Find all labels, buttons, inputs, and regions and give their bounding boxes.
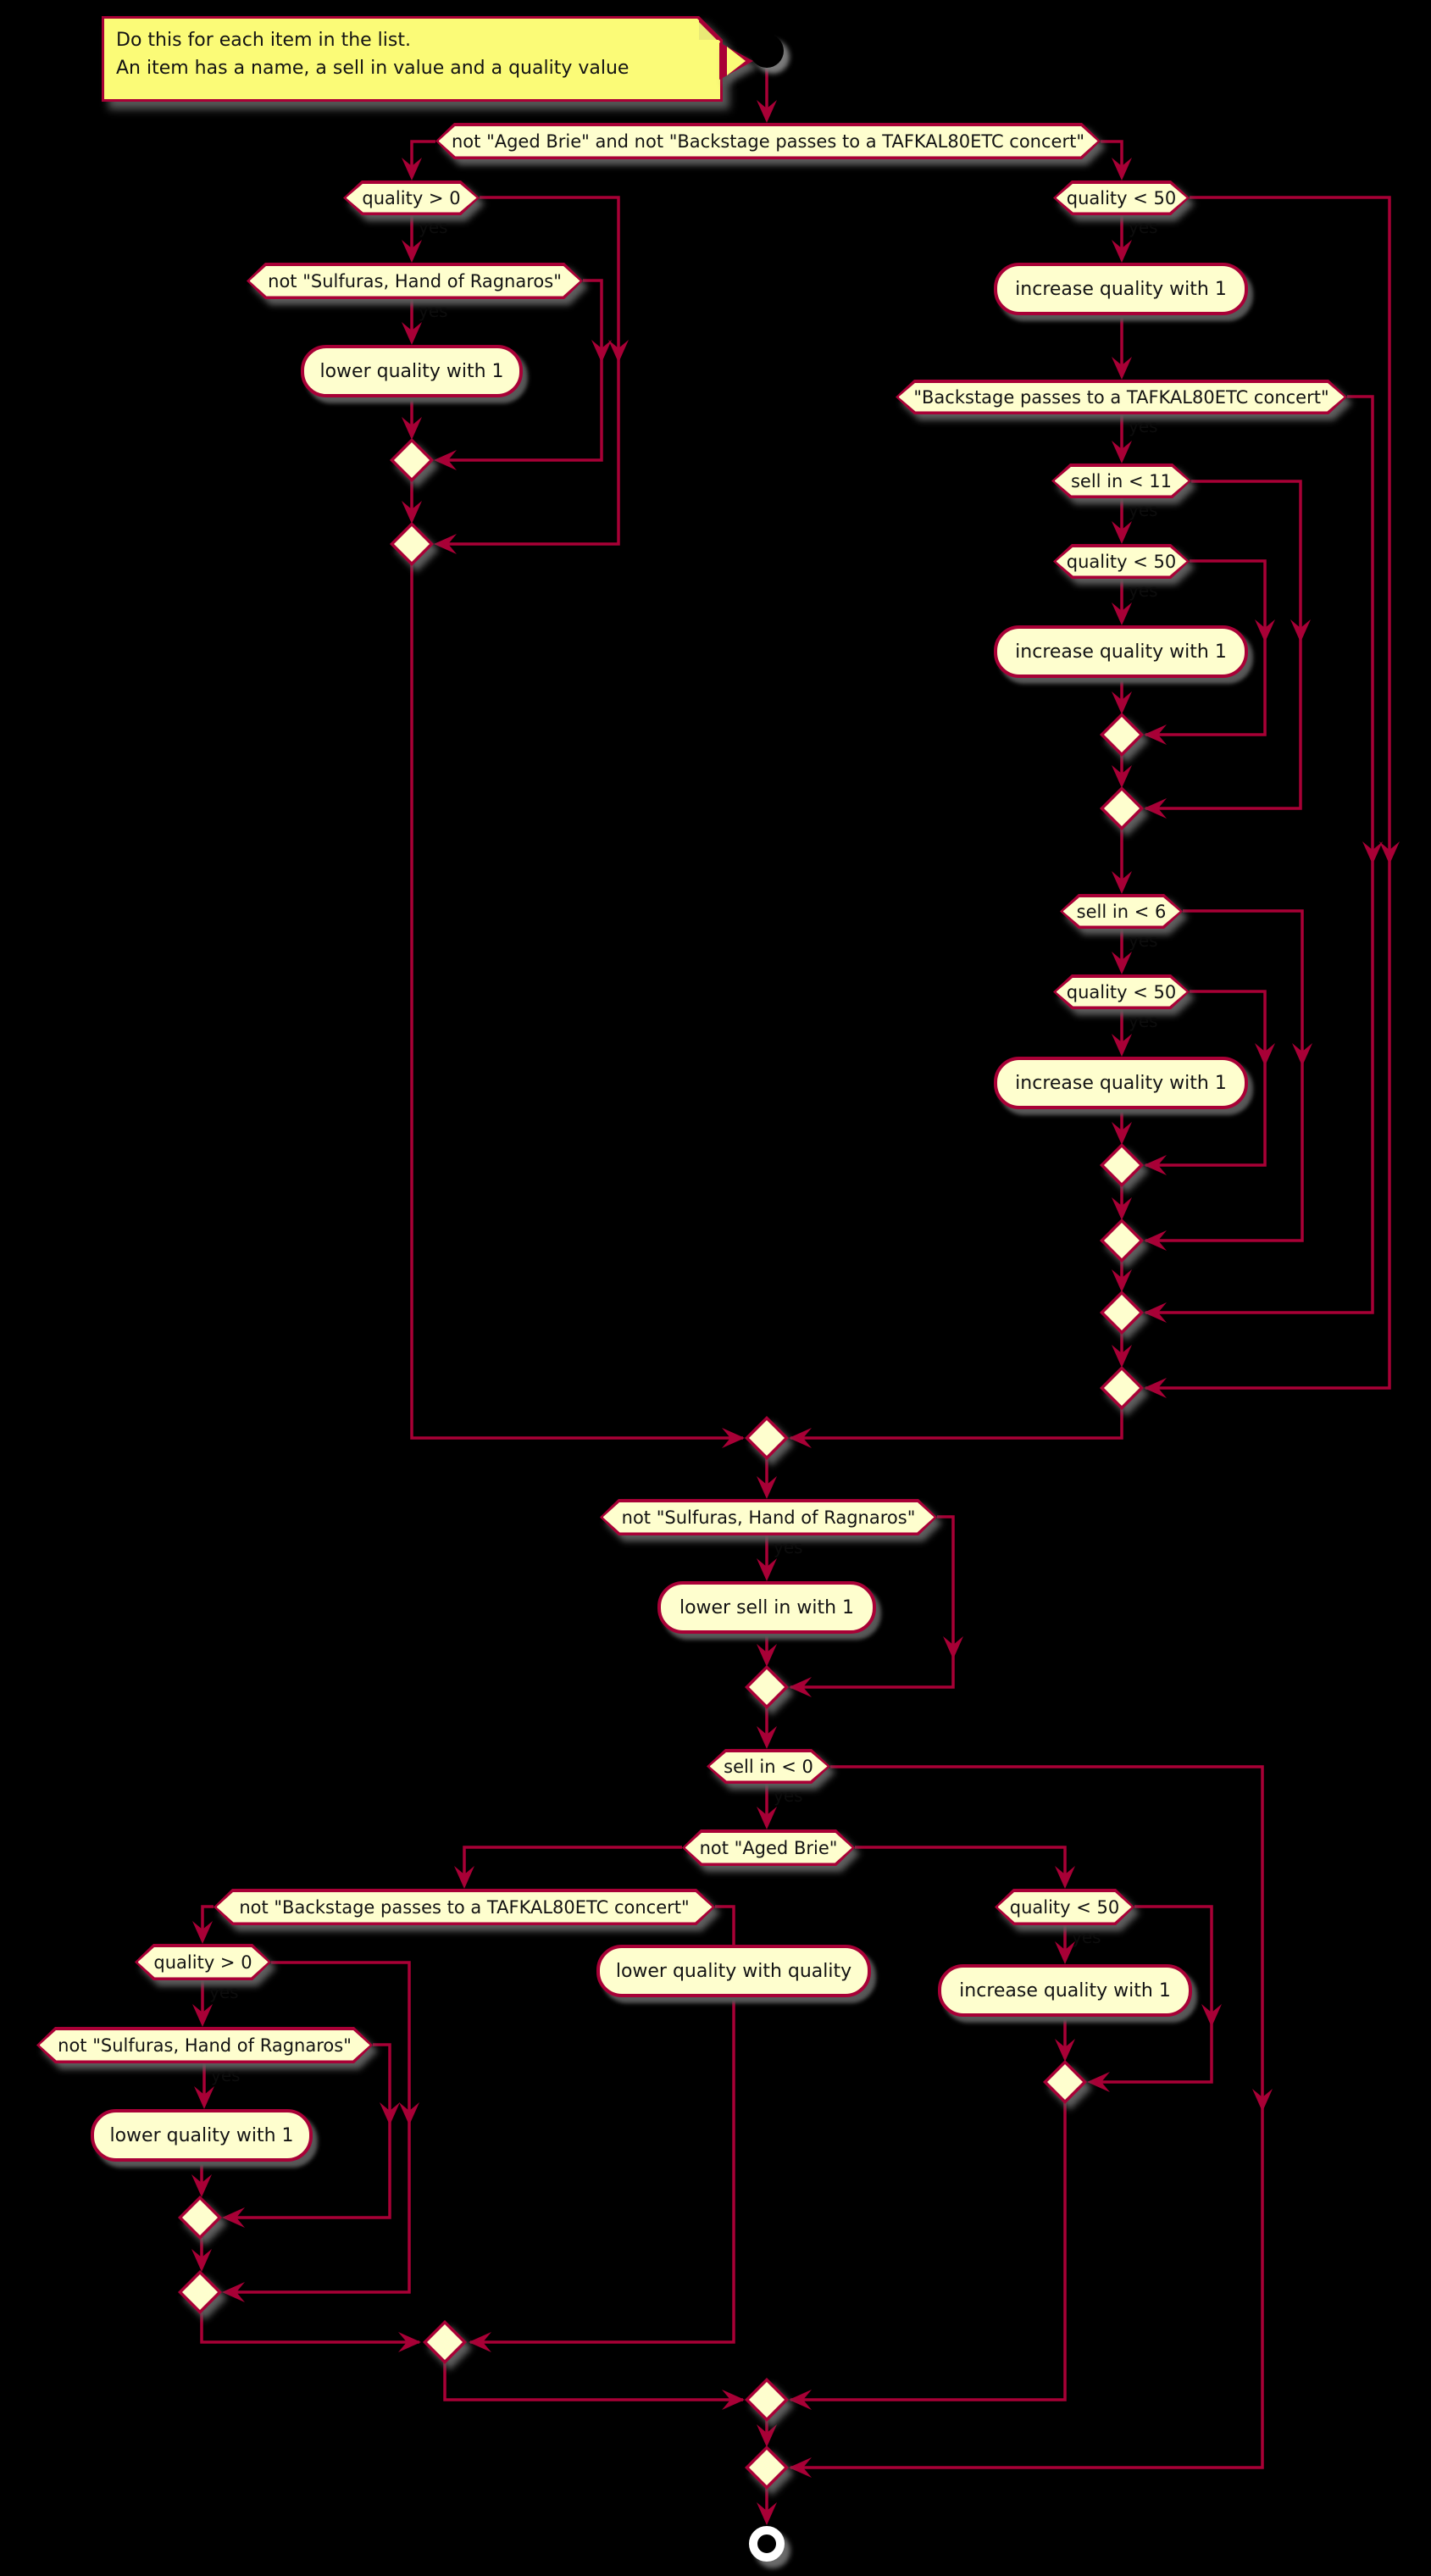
merge-diamond-bl-2 [178,2270,222,2314]
merge-diamond-bl-1 [178,2196,222,2240]
edge-label-yes: yes [419,301,448,321]
edge-label-yes: yes [1072,1927,1101,1947]
activity-increase-quality-2: increase quality with 1 [994,625,1248,678]
decision-backstage-passes: "Backstage passes to a TAFKAL80ETC conce… [896,380,1347,414]
decision-quality-lt-50-right: quality < 50 [1053,180,1190,215]
merge-diamond-right-2 [1100,786,1144,830]
merge-diamond-right-1 [1100,713,1144,757]
decision-not-backstage-bottom: not "Backstage passes to a TAFKAL80ETC c… [214,1889,715,1925]
decision-quality-lt-50-6: quality < 50 [1053,974,1190,1009]
merge-diamond-left-1 [390,438,434,482]
end-node [749,2526,785,2562]
merge-diamond-right-6 [1100,1366,1144,1410]
activity-increase-quality-1: increase quality with 1 [994,263,1248,315]
edge-label-yes: yes [1129,217,1158,237]
activity-lower-quality-with-quality: lower quality with quality [596,1945,871,1997]
decision-not-aged-brie: not "Aged Brie" [682,1829,855,1866]
edge-label-yes: yes [1129,580,1158,601]
edge-label-yes: yes [209,1982,239,2002]
edge-label-yes: yes [774,1537,803,1557]
decision-not-sulfuras-top: not "Sulfuras, Hand of Ragnaros" [247,263,583,299]
edge-label-yes: yes [1129,930,1158,951]
decision-quality-lt-50-bottom: quality < 50 [995,1889,1134,1925]
activity-lower-quality-1-bottom: lower quality with 1 [91,2109,313,2162]
merge-diamond-br-1 [1043,2060,1087,2104]
note-line-1: Do this for each item in the list. [116,30,411,51]
decision-not-sulfuras-mid: not "Sulfuras, Hand of Ragnaros" [600,1499,937,1535]
merge-diamond-final-2 [745,2446,789,2490]
merge-diamond-right-4 [1100,1219,1144,1263]
edge-label-yes: yes [774,1785,803,1806]
edge-label-yes: yes [419,217,448,237]
activity-increase-quality-4: increase quality with 1 [938,1964,1192,2017]
merge-diamond-main [745,1416,789,1460]
start-node [750,34,784,68]
merge-diamond-bl-3 [423,2320,467,2364]
decision-quality-lt-50-11: quality < 50 [1053,544,1190,579]
decision-sell-in-lt-6: sell in < 6 [1060,894,1183,929]
edge-label-yes: yes [1129,500,1158,520]
decision-quality-gt-0-bottom: quality > 0 [135,1944,271,1980]
note-fold-icon [699,16,723,40]
activity-lower-quality-1-top: lower quality with 1 [301,345,523,397]
edge-label-yes: yes [1129,1011,1158,1031]
activity-lower-sell-in: lower sell in with 1 [657,1581,876,1634]
decision-sell-in-lt-0: sell in < 0 [707,1749,830,1784]
merge-diamond-left-2 [390,522,434,566]
note-line-2: An item has a name, a sell in value and … [116,58,630,79]
activity-increase-quality-3: increase quality with 1 [994,1057,1248,1109]
note: Do this for each item in the list. An it… [102,16,723,102]
note-pointer-icon [719,42,753,80]
edge-label-yes: yes [1129,416,1158,436]
decision-quality-gt-0-top: quality > 0 [343,180,480,215]
merge-diamond-right-3 [1100,1143,1144,1187]
merge-diamond-sellin [745,1665,789,1709]
edge-label-yes: yes [211,2065,241,2085]
decision-not-brie-and-not-backstage: not "Aged Brie" and not "Backstage passe… [435,123,1101,159]
merge-diamond-final-1 [745,2378,789,2422]
merge-diamond-right-5 [1100,1291,1144,1335]
decision-sell-in-lt-11: sell in < 11 [1051,464,1191,498]
decision-not-sulfuras-bottom: not "Sulfuras, Hand of Ragnaros" [36,2027,373,2063]
